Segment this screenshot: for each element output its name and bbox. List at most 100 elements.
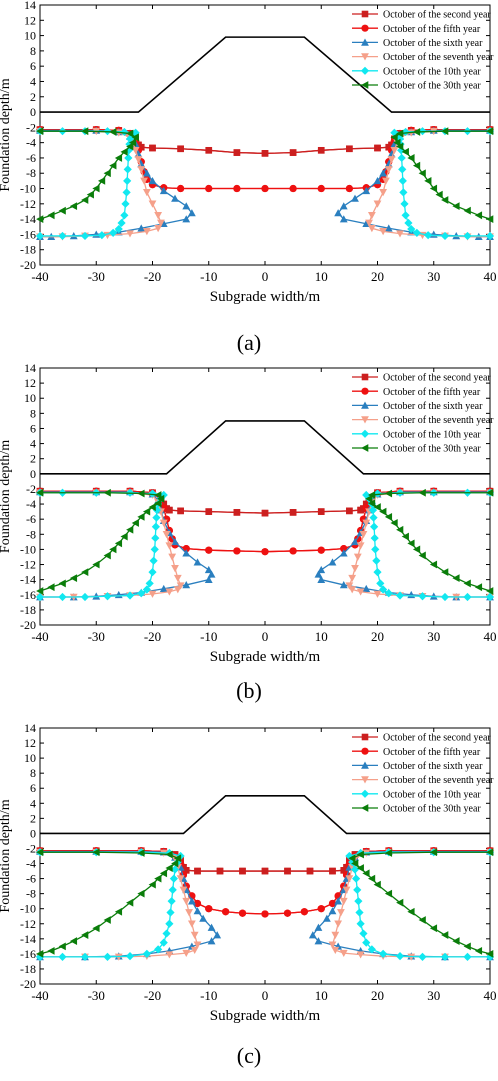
data-point xyxy=(152,513,161,522)
y-tick-label: 8 xyxy=(30,766,36,780)
data-point xyxy=(123,176,132,185)
x-tick-label: 0 xyxy=(262,988,269,1003)
data-point xyxy=(173,586,182,594)
series-5 xyxy=(35,848,495,961)
data-point xyxy=(36,127,44,136)
data-point xyxy=(103,551,111,560)
legend-entry: October of the 30th year xyxy=(383,444,481,455)
series-line-mirror xyxy=(40,850,490,915)
y-tick-label: -18 xyxy=(20,962,36,976)
series-6 xyxy=(36,848,494,958)
y-tick-label: -2 xyxy=(26,482,36,496)
x-tick-label: 40 xyxy=(484,629,497,644)
data-point xyxy=(154,499,162,508)
series-3 xyxy=(36,847,494,961)
data-point xyxy=(47,211,55,220)
data-point xyxy=(152,506,162,515)
legend-marker xyxy=(360,789,370,798)
data-point xyxy=(165,850,173,859)
y-tick-label: 14 xyxy=(24,721,36,735)
data-point xyxy=(126,129,134,138)
x-tick-label: 20 xyxy=(371,269,384,284)
y-tick-label: -18 xyxy=(20,603,36,617)
data-point xyxy=(92,924,100,933)
data-point xyxy=(103,916,111,924)
data-point xyxy=(171,565,179,573)
data-point xyxy=(137,489,145,498)
data-point xyxy=(173,574,182,583)
data-point xyxy=(131,519,139,527)
series-6 xyxy=(36,127,494,224)
data-point xyxy=(126,898,134,907)
legend-entry: October of the 10th year xyxy=(383,66,481,77)
x-tick-label: 10 xyxy=(315,629,328,644)
series-line xyxy=(40,128,490,190)
data-point xyxy=(169,874,178,883)
series-line xyxy=(40,492,165,598)
data-point xyxy=(109,161,117,170)
series-line xyxy=(40,129,193,238)
data-point xyxy=(36,215,44,224)
y-tick-label: -14 xyxy=(20,212,36,226)
data-point xyxy=(159,519,168,527)
data-point xyxy=(114,224,123,234)
y-tick-label: -14 xyxy=(20,573,36,587)
data-point xyxy=(187,920,196,928)
data-point xyxy=(171,194,179,202)
y-tick-label: -6 xyxy=(26,151,36,165)
series-line xyxy=(40,851,182,958)
data-point xyxy=(159,490,168,500)
y-tick-label: 0 xyxy=(30,105,36,119)
data-point xyxy=(182,549,191,557)
y-tick-label: 10 xyxy=(24,391,36,405)
legend-marker xyxy=(361,53,369,61)
x-tick-label: -10 xyxy=(200,988,217,1003)
data-point xyxy=(199,914,208,922)
data-point xyxy=(140,177,148,185)
data-point xyxy=(149,556,158,565)
data-point xyxy=(114,154,123,162)
data-point xyxy=(187,897,196,905)
panel-caption-a: (a) xyxy=(236,330,262,355)
data-point xyxy=(165,542,174,550)
chart-a: -20-18-16-14-12-10-8-6-4-202468101214-40… xyxy=(0,0,497,305)
data-point xyxy=(35,592,45,602)
y-axis-label: Foundation depth/m xyxy=(0,799,13,912)
data-point xyxy=(81,568,89,576)
y-tick-label: 12 xyxy=(24,736,36,750)
data-point xyxy=(213,931,222,939)
legend-entry: October of the sixth year xyxy=(383,761,483,772)
data-point xyxy=(179,886,188,894)
data-point xyxy=(190,931,199,939)
x-tick-label: 10 xyxy=(315,988,328,1003)
y-tick-label: 12 xyxy=(24,376,36,390)
x-tick-label: -40 xyxy=(31,629,48,644)
data-point xyxy=(69,937,78,945)
data-point xyxy=(69,574,78,583)
chart-b: -20-18-16-14-12-10-8-6-4-202468101214-40… xyxy=(0,361,497,665)
x-tick-label: 20 xyxy=(371,988,384,1003)
legend-marker xyxy=(360,66,370,75)
y-tick-label: 8 xyxy=(30,406,36,420)
data-point xyxy=(182,202,191,210)
data-point xyxy=(182,215,191,223)
legend-entry: October of the seventh year xyxy=(383,52,494,63)
x-tick-label: -10 xyxy=(200,629,217,644)
legend: October of the second year October of the… xyxy=(352,373,494,455)
data-point xyxy=(159,869,168,878)
series-line-mirror xyxy=(317,491,490,598)
y-tick-label: -20 xyxy=(20,618,36,632)
series-3 xyxy=(36,488,494,601)
y-tick-label: 4 xyxy=(30,437,36,451)
data-point xyxy=(36,848,44,857)
data-point xyxy=(92,184,100,193)
y-tick-label: -16 xyxy=(20,588,36,602)
data-point xyxy=(193,907,202,915)
legend: October of the second year October of the… xyxy=(352,733,494,815)
data-point xyxy=(103,169,111,178)
data-point xyxy=(137,166,146,174)
data-point xyxy=(36,488,44,497)
data-point xyxy=(142,169,151,177)
y-tick-label: -12 xyxy=(20,558,36,572)
legend-entry: October of the seventh year xyxy=(383,415,494,426)
